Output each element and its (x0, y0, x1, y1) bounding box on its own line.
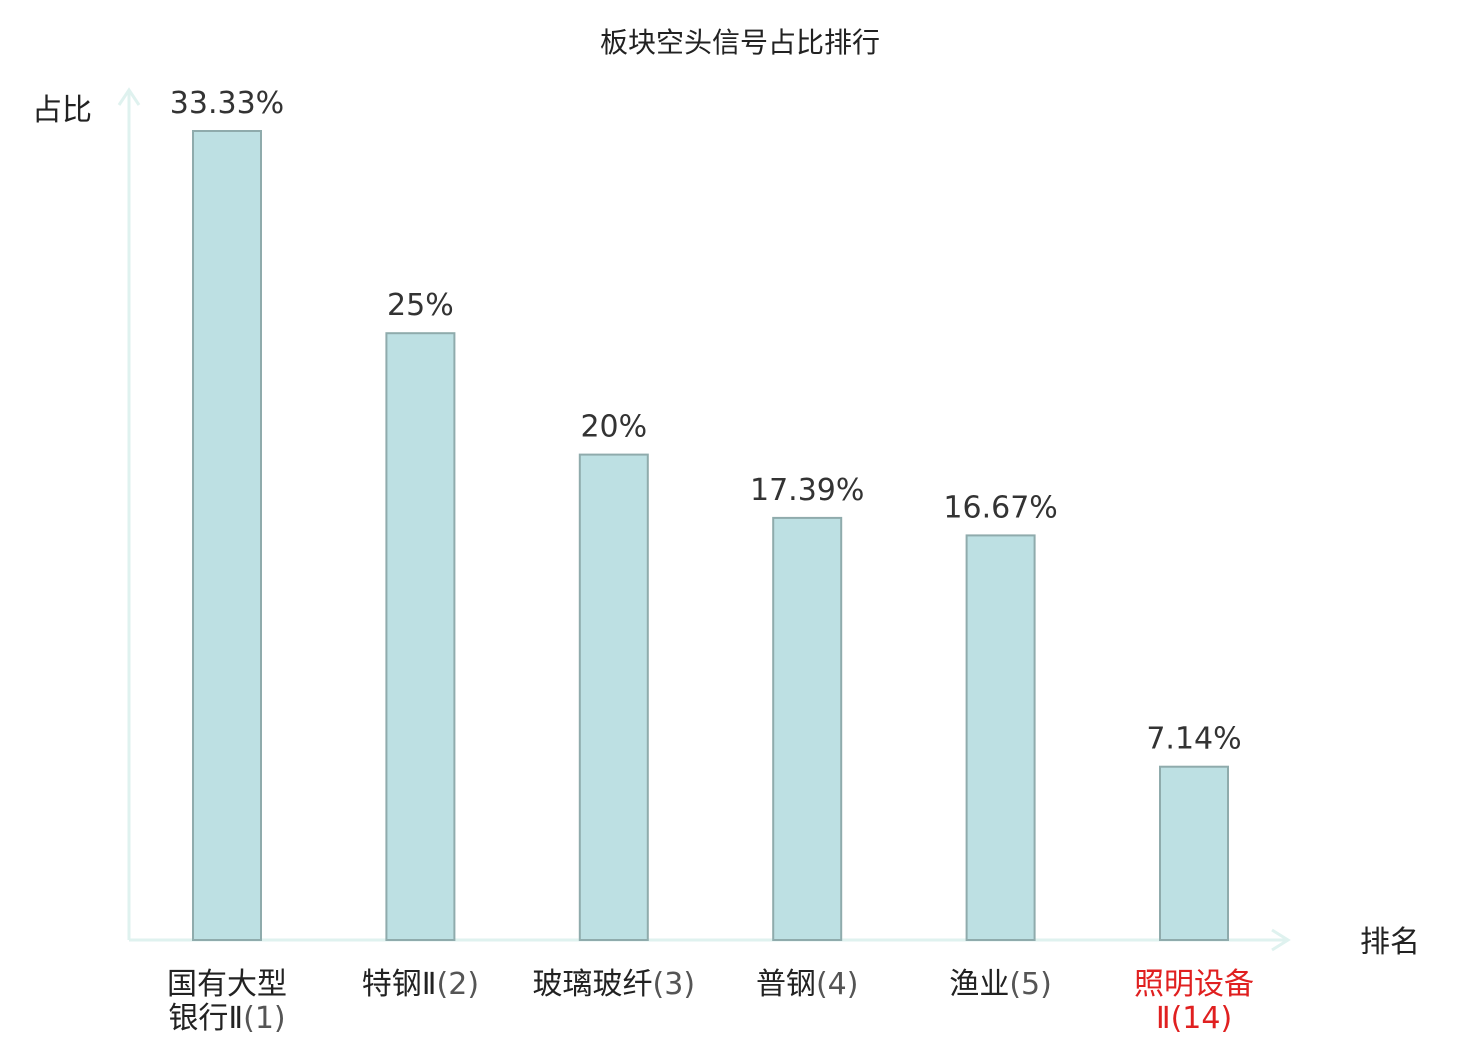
bar-4 (772, 516, 843, 942)
bar-1 (192, 130, 262, 941)
category-label-line: 玻璃玻纤(3) (533, 967, 696, 1002)
bar-6 (1159, 765, 1229, 942)
value-label-6: 7.14% (1146, 722, 1241, 757)
chart-title: 板块空头信号占比排行 (600, 26, 880, 59)
value-label-3: 20% (580, 410, 647, 445)
value-labels: 33.33% 25% 20% 17.39% 16.67% 7.14% (170, 86, 1242, 757)
category-label-1: 国有大型银行Ⅱ(1) (167, 967, 287, 1036)
category-label-line: 照明设备 (1134, 967, 1254, 1002)
value-label-1: 33.33% (170, 86, 284, 121)
category-rank: (3) (653, 967, 696, 1002)
y-axis-label: 占比 (32, 93, 92, 128)
value-label-4: 17.39% (750, 473, 864, 508)
category-name: 特钢Ⅱ (362, 967, 437, 1002)
category-label-line: 渔业(5) (949, 967, 1052, 1002)
category-label-3: 玻璃玻纤(3) (533, 967, 696, 1002)
category-label-line: Ⅱ(14) (1156, 1001, 1232, 1036)
value-label-5: 16.67% (943, 490, 1057, 525)
category-label-line: 国有大型 (167, 967, 287, 1002)
category-name: 国有大型 (167, 967, 287, 1002)
category-name: 普钢 (756, 967, 816, 1002)
axes (117, 87, 1291, 952)
category-label-2: 特钢Ⅱ(2) (362, 967, 479, 1002)
category-name: 银行Ⅱ (168, 1001, 243, 1036)
category-label-line: 特钢Ⅱ(2) (362, 967, 479, 1002)
category-rank: (1) (243, 1001, 286, 1036)
category-name: 渔业 (949, 967, 1009, 1002)
value-label-2: 25% (387, 288, 454, 323)
category-name: Ⅱ (1156, 1001, 1171, 1036)
category-labels: 国有大型银行Ⅱ(1)特钢Ⅱ(2) 玻璃玻纤(3) 普钢(4) 渔业(5) 照明设备 Ⅱ(1… (167, 967, 1254, 1036)
category-rank: (4) (816, 967, 859, 1002)
bars (192, 130, 1229, 942)
category-rank: (2) (437, 967, 480, 1002)
category-name: 玻璃玻纤 (533, 967, 653, 1002)
category-rank: (14) (1171, 1001, 1233, 1036)
category-name: 照明设备 (1134, 967, 1254, 1002)
x-axis-arrow (1271, 928, 1291, 952)
bar-2 (385, 332, 456, 941)
category-label-6: 照明设备 Ⅱ(14) (1134, 967, 1254, 1036)
category-label-4: 普钢(4) (756, 967, 859, 1002)
category-label-5: 渔业(5) (949, 967, 1052, 1002)
category-rank: (5) (1009, 967, 1052, 1002)
category-label-line: 普钢(4) (756, 967, 859, 1002)
bar-5 (965, 534, 1036, 942)
bar-3 (578, 453, 649, 941)
y-axis-arrow (117, 87, 141, 106)
category-label-line: 银行Ⅱ(1) (168, 1001, 285, 1036)
x-axis-label: 排名 (1360, 925, 1420, 960)
